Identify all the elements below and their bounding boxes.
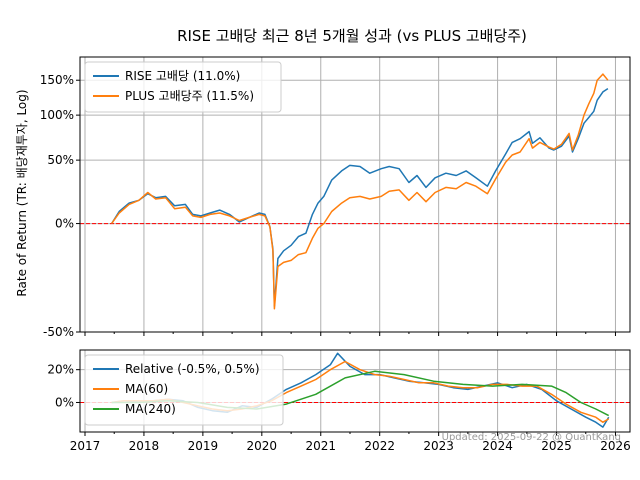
- legend-label: Relative (-0.5%, 0.5%): [125, 362, 260, 376]
- x-tick-label: 2018: [129, 439, 160, 453]
- y-tick-label: 50%: [47, 153, 74, 167]
- legend-box: [84, 61, 282, 113]
- legend-label: PLUS 고배당주 (11.5%): [125, 89, 254, 103]
- x-tick-label: 2025: [541, 439, 572, 453]
- chart-title: RISE 고배당 최근 8년 5개월 성과 (vs PLUS 고배당주): [177, 27, 527, 45]
- legend-label: RISE 고배당 (11.0%): [125, 69, 240, 83]
- y-tick-label: 150%: [40, 73, 74, 87]
- legend: RISE 고배당 (11.0%) PLUS 고배당주 (11.5%): [84, 61, 282, 113]
- footnote: Updated: 2025-09-22 @ QuantKang: [442, 432, 621, 443]
- y-axis-label: Rate of Return (TR: 배당재투자, Log): [15, 89, 29, 296]
- axes-frame: [79, 56, 631, 333]
- axes-frame: [79, 349, 631, 433]
- x-tick-label: 2026: [600, 439, 631, 453]
- series-line-plus: [110, 73, 609, 310]
- y-tick-label: 20%: [47, 363, 74, 377]
- x-tick-label: 2019: [188, 439, 219, 453]
- y-tick-label: 0%: [55, 217, 74, 231]
- y-tick-label: 0%: [55, 395, 74, 409]
- bottom-axes: 20% 0% 2017 2018 2019 2020 2021 2022 2023 2024 202…: [47, 349, 631, 453]
- y-tick-label: -50%: [43, 325, 74, 339]
- legend-box: [84, 354, 284, 426]
- x-tick-label: 2022: [364, 439, 395, 453]
- x-tick-label: 2024: [482, 439, 513, 453]
- legend: Relative (-0.5%, 0.5%) MA(60) MA(240): [84, 354, 284, 426]
- x-tick-label: 2020: [247, 439, 278, 453]
- series-line-rise: [110, 87, 609, 307]
- legend-label: MA(240): [125, 402, 176, 416]
- x-tick-label: 2023: [423, 439, 454, 453]
- y-tick-label: 100%: [40, 108, 74, 122]
- x-tick-label: 2021: [305, 439, 336, 453]
- top-axes: 150% 100% 50% 0% -50% RISE 고배당 (11.0%) PLUS 고배…: [40, 56, 631, 339]
- x-tick-label: 2017: [70, 439, 101, 453]
- legend-label: MA(60): [125, 382, 168, 396]
